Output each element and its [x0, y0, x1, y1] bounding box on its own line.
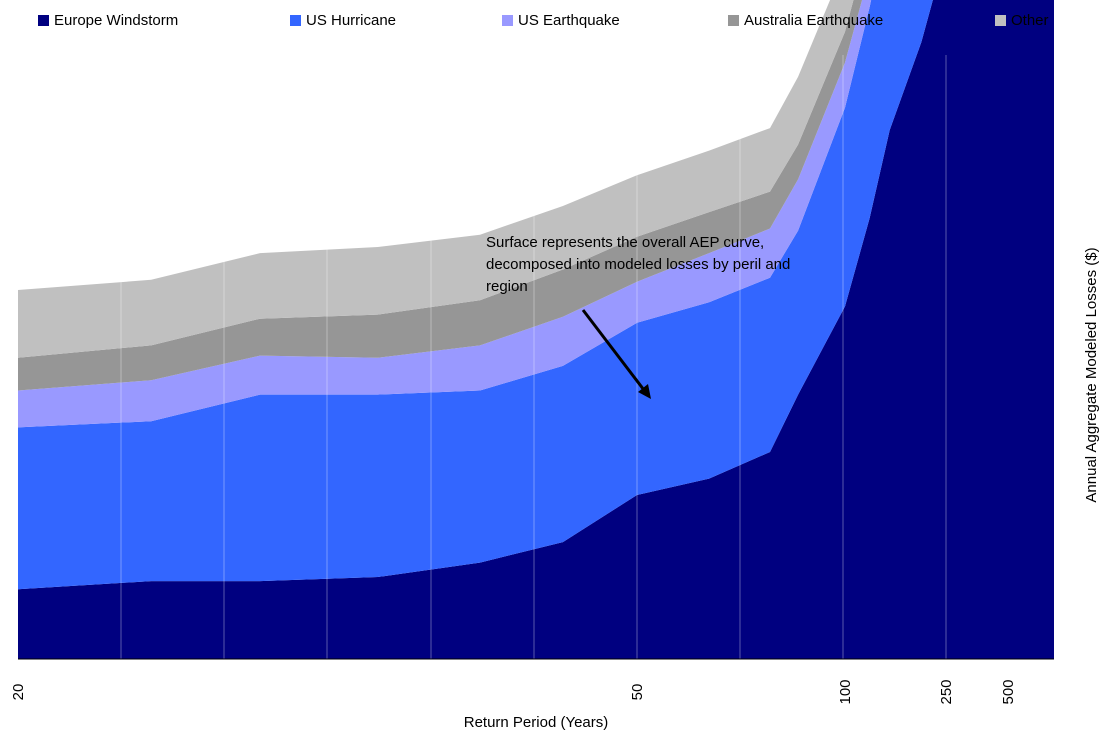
legend-item: Australia Earthquake — [728, 12, 883, 29]
legend: Europe Windstorm US Hurricane US Earthquak… — [0, 12, 1104, 36]
legend-swatch — [995, 15, 1006, 26]
x-tick-label: 500 — [1000, 679, 1017, 704]
legend-swatch — [38, 15, 49, 26]
legend-label: Other — [1011, 12, 1049, 29]
annotation-arrow-head — [638, 384, 651, 399]
x-axis-title: Return Period (Years) — [464, 714, 609, 731]
legend-label: US Hurricane — [306, 12, 397, 29]
legend-label: Europe Windstorm — [54, 12, 179, 29]
area-europe-windstorm — [18, 0, 1054, 659]
annotation-arrow-line — [581, 309, 649, 395]
legend-swatch — [290, 15, 301, 26]
legend-label: Australia Earthquake — [744, 12, 884, 29]
legend-item: US Earthquake — [502, 12, 620, 29]
x-tick-label: 20 — [10, 684, 27, 701]
legend-swatch — [728, 15, 739, 26]
legend-swatch — [502, 15, 513, 26]
legend-item: Europe Windstorm — [38, 12, 178, 29]
x-tick-label: 100 — [837, 679, 854, 704]
legend-item: Other — [995, 12, 1049, 29]
stacked-areas — [18, 0, 1054, 659]
y-axis-title: Annual Aggregate Modeled Losses ($) — [1083, 247, 1100, 502]
legend-item: US Hurricane — [290, 12, 396, 29]
area-us-hurricane — [18, 0, 933, 590]
area-us-earthquake — [18, 0, 872, 428]
area-other — [18, 0, 854, 358]
area-australia-earthquake — [18, 0, 863, 391]
chart-annotation: Surface represents the overall AEP curve… — [486, 234, 791, 295]
legend-label: US Earthquake — [518, 12, 620, 29]
x-tick-labels: 20 50 100 250 500 — [10, 679, 1017, 704]
vertical-gridlines — [120, 55, 947, 659]
x-tick-label: 50 — [629, 684, 646, 701]
x-tick-label: 250 — [938, 679, 955, 704]
